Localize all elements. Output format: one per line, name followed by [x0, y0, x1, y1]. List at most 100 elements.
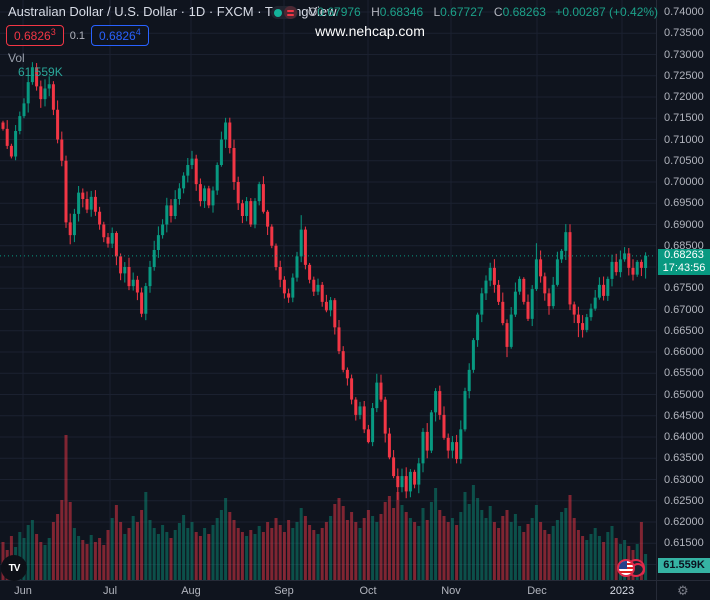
- volume-bar: [450, 518, 454, 580]
- volume-bar: [383, 502, 387, 580]
- volume-bar: [324, 522, 328, 580]
- volume-bar: [211, 525, 215, 580]
- volume-bar: [585, 540, 589, 580]
- candle-body: [564, 232, 568, 251]
- volume-bar: [539, 522, 543, 580]
- volume-bar: [194, 532, 198, 580]
- candle-body: [47, 84, 51, 89]
- candle-body: [471, 340, 475, 370]
- volume-bar: [77, 536, 81, 580]
- volume-indicator-row: Vol 61.559K: [8, 51, 63, 79]
- volume-bar: [593, 528, 597, 580]
- candle-body: [249, 201, 253, 225]
- volume-bar: [291, 528, 295, 580]
- candle-body: [291, 277, 295, 298]
- volume-bar: [543, 530, 547, 580]
- volume-bar: [362, 518, 366, 580]
- volume-bar: [173, 530, 177, 580]
- volume-bar: [396, 492, 400, 580]
- candle-body: [177, 188, 181, 199]
- gear-icon[interactable]: ⚙: [677, 583, 689, 598]
- price-axis-label: 0.62500: [664, 494, 704, 507]
- volume-bar: [467, 504, 471, 580]
- candle-body: [312, 279, 316, 292]
- volume-bar: [526, 524, 530, 580]
- candle-body: [413, 471, 417, 485]
- candle-body: [480, 293, 484, 315]
- volume-bar: [366, 510, 370, 580]
- candle-body: [253, 201, 257, 225]
- volume-bar: [270, 528, 274, 580]
- candle-body: [551, 284, 555, 307]
- candle-body: [14, 131, 18, 157]
- volume-bar: [337, 498, 341, 580]
- candle-body: [240, 203, 244, 216]
- price-axis-label: 0.71500: [664, 112, 704, 125]
- change-value: +0.00287 (+0.42%): [555, 5, 659, 19]
- currency-pair-logo[interactable]: [617, 558, 649, 580]
- candle-body: [114, 233, 118, 257]
- high-value: 0.68346: [379, 5, 424, 19]
- tradingview-logo[interactable]: TV: [1, 555, 27, 581]
- candle-body: [320, 284, 324, 302]
- price-axis[interactable]: 0.610000.615000.620000.625000.630000.635…: [656, 0, 710, 580]
- candle-body: [303, 229, 307, 265]
- price-axis-label: 0.61500: [664, 537, 704, 550]
- open-value: 0.67976: [317, 5, 361, 19]
- time-axis-label: Nov: [441, 585, 461, 597]
- candle-body: [366, 429, 370, 443]
- volume-bar: [400, 505, 404, 580]
- symbol-title[interactable]: Australian Dollar / U.S. Dollar · 1D · F…: [8, 4, 337, 19]
- ask-price: 0.6826: [99, 29, 136, 43]
- volume-bar: [186, 528, 190, 580]
- volume-bar: [379, 514, 383, 580]
- candle-body: [98, 211, 102, 225]
- volume-bar: [240, 532, 244, 580]
- last-price-value: 0.68263: [664, 248, 704, 261]
- candle-body: [266, 211, 270, 227]
- candle-body: [228, 122, 232, 148]
- volume-bar: [51, 522, 55, 580]
- volume-bar: [287, 520, 291, 580]
- price-axis-label: 0.69500: [664, 197, 704, 210]
- volume-bar: [404, 512, 408, 580]
- candle-body: [547, 293, 551, 307]
- candle-body: [396, 476, 400, 488]
- candle-body: [144, 286, 148, 314]
- pause-icon: [284, 6, 297, 19]
- volume-bar: [555, 520, 559, 580]
- volume-bar: [261, 532, 265, 580]
- candle-body: [408, 471, 412, 492]
- candle-body: [324, 301, 328, 311]
- market-status-toggle[interactable]: [271, 6, 298, 19]
- volume-bar: [215, 518, 219, 580]
- time-axis-label: Dec: [527, 585, 547, 597]
- volume-bar: [455, 525, 459, 580]
- candle-body: [89, 196, 93, 210]
- candle-body: [518, 278, 522, 292]
- price-axis-label: 0.65500: [664, 367, 704, 380]
- volume-bar: [228, 512, 232, 580]
- volume-bar: [236, 528, 240, 580]
- volume-bar: [98, 538, 102, 580]
- candle-body: [1, 122, 5, 129]
- price-axis-label: 0.65000: [664, 388, 704, 401]
- candle-body: [631, 267, 635, 275]
- volume-bar: [68, 502, 72, 580]
- volume-bar: [26, 525, 30, 580]
- candle-body: [173, 199, 177, 216]
- close-value: 0.68263: [502, 5, 546, 19]
- candle-body: [35, 67, 39, 87]
- bid-button[interactable]: 0.68263: [6, 25, 64, 46]
- volume-bar: [161, 525, 165, 580]
- volume-bar: [308, 525, 312, 580]
- volume-bar: [114, 505, 118, 580]
- time-axis[interactable]: Jun Jul Aug Sep Oct Nov Dec 2023: [0, 580, 656, 600]
- volume-bar: [329, 516, 333, 580]
- candle-body: [450, 442, 454, 451]
- candle-body: [169, 205, 173, 216]
- candle-body: [530, 289, 534, 319]
- candlestick-chart-canvas[interactable]: [0, 0, 656, 580]
- volume-bar: [501, 516, 505, 580]
- ask-button[interactable]: 0.68264: [91, 25, 149, 46]
